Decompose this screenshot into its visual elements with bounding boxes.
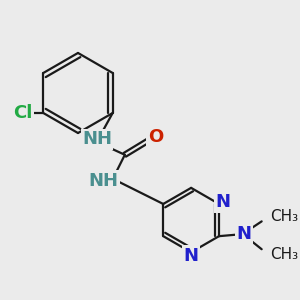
Text: NH: NH bbox=[82, 130, 112, 148]
Text: N: N bbox=[184, 247, 199, 265]
Text: O: O bbox=[148, 128, 163, 146]
Text: NH: NH bbox=[88, 172, 118, 190]
Text: CH₃: CH₃ bbox=[270, 208, 298, 224]
Text: Cl: Cl bbox=[13, 104, 32, 122]
Text: CH₃: CH₃ bbox=[270, 247, 298, 262]
Text: N: N bbox=[237, 225, 252, 243]
Text: N: N bbox=[216, 193, 231, 211]
